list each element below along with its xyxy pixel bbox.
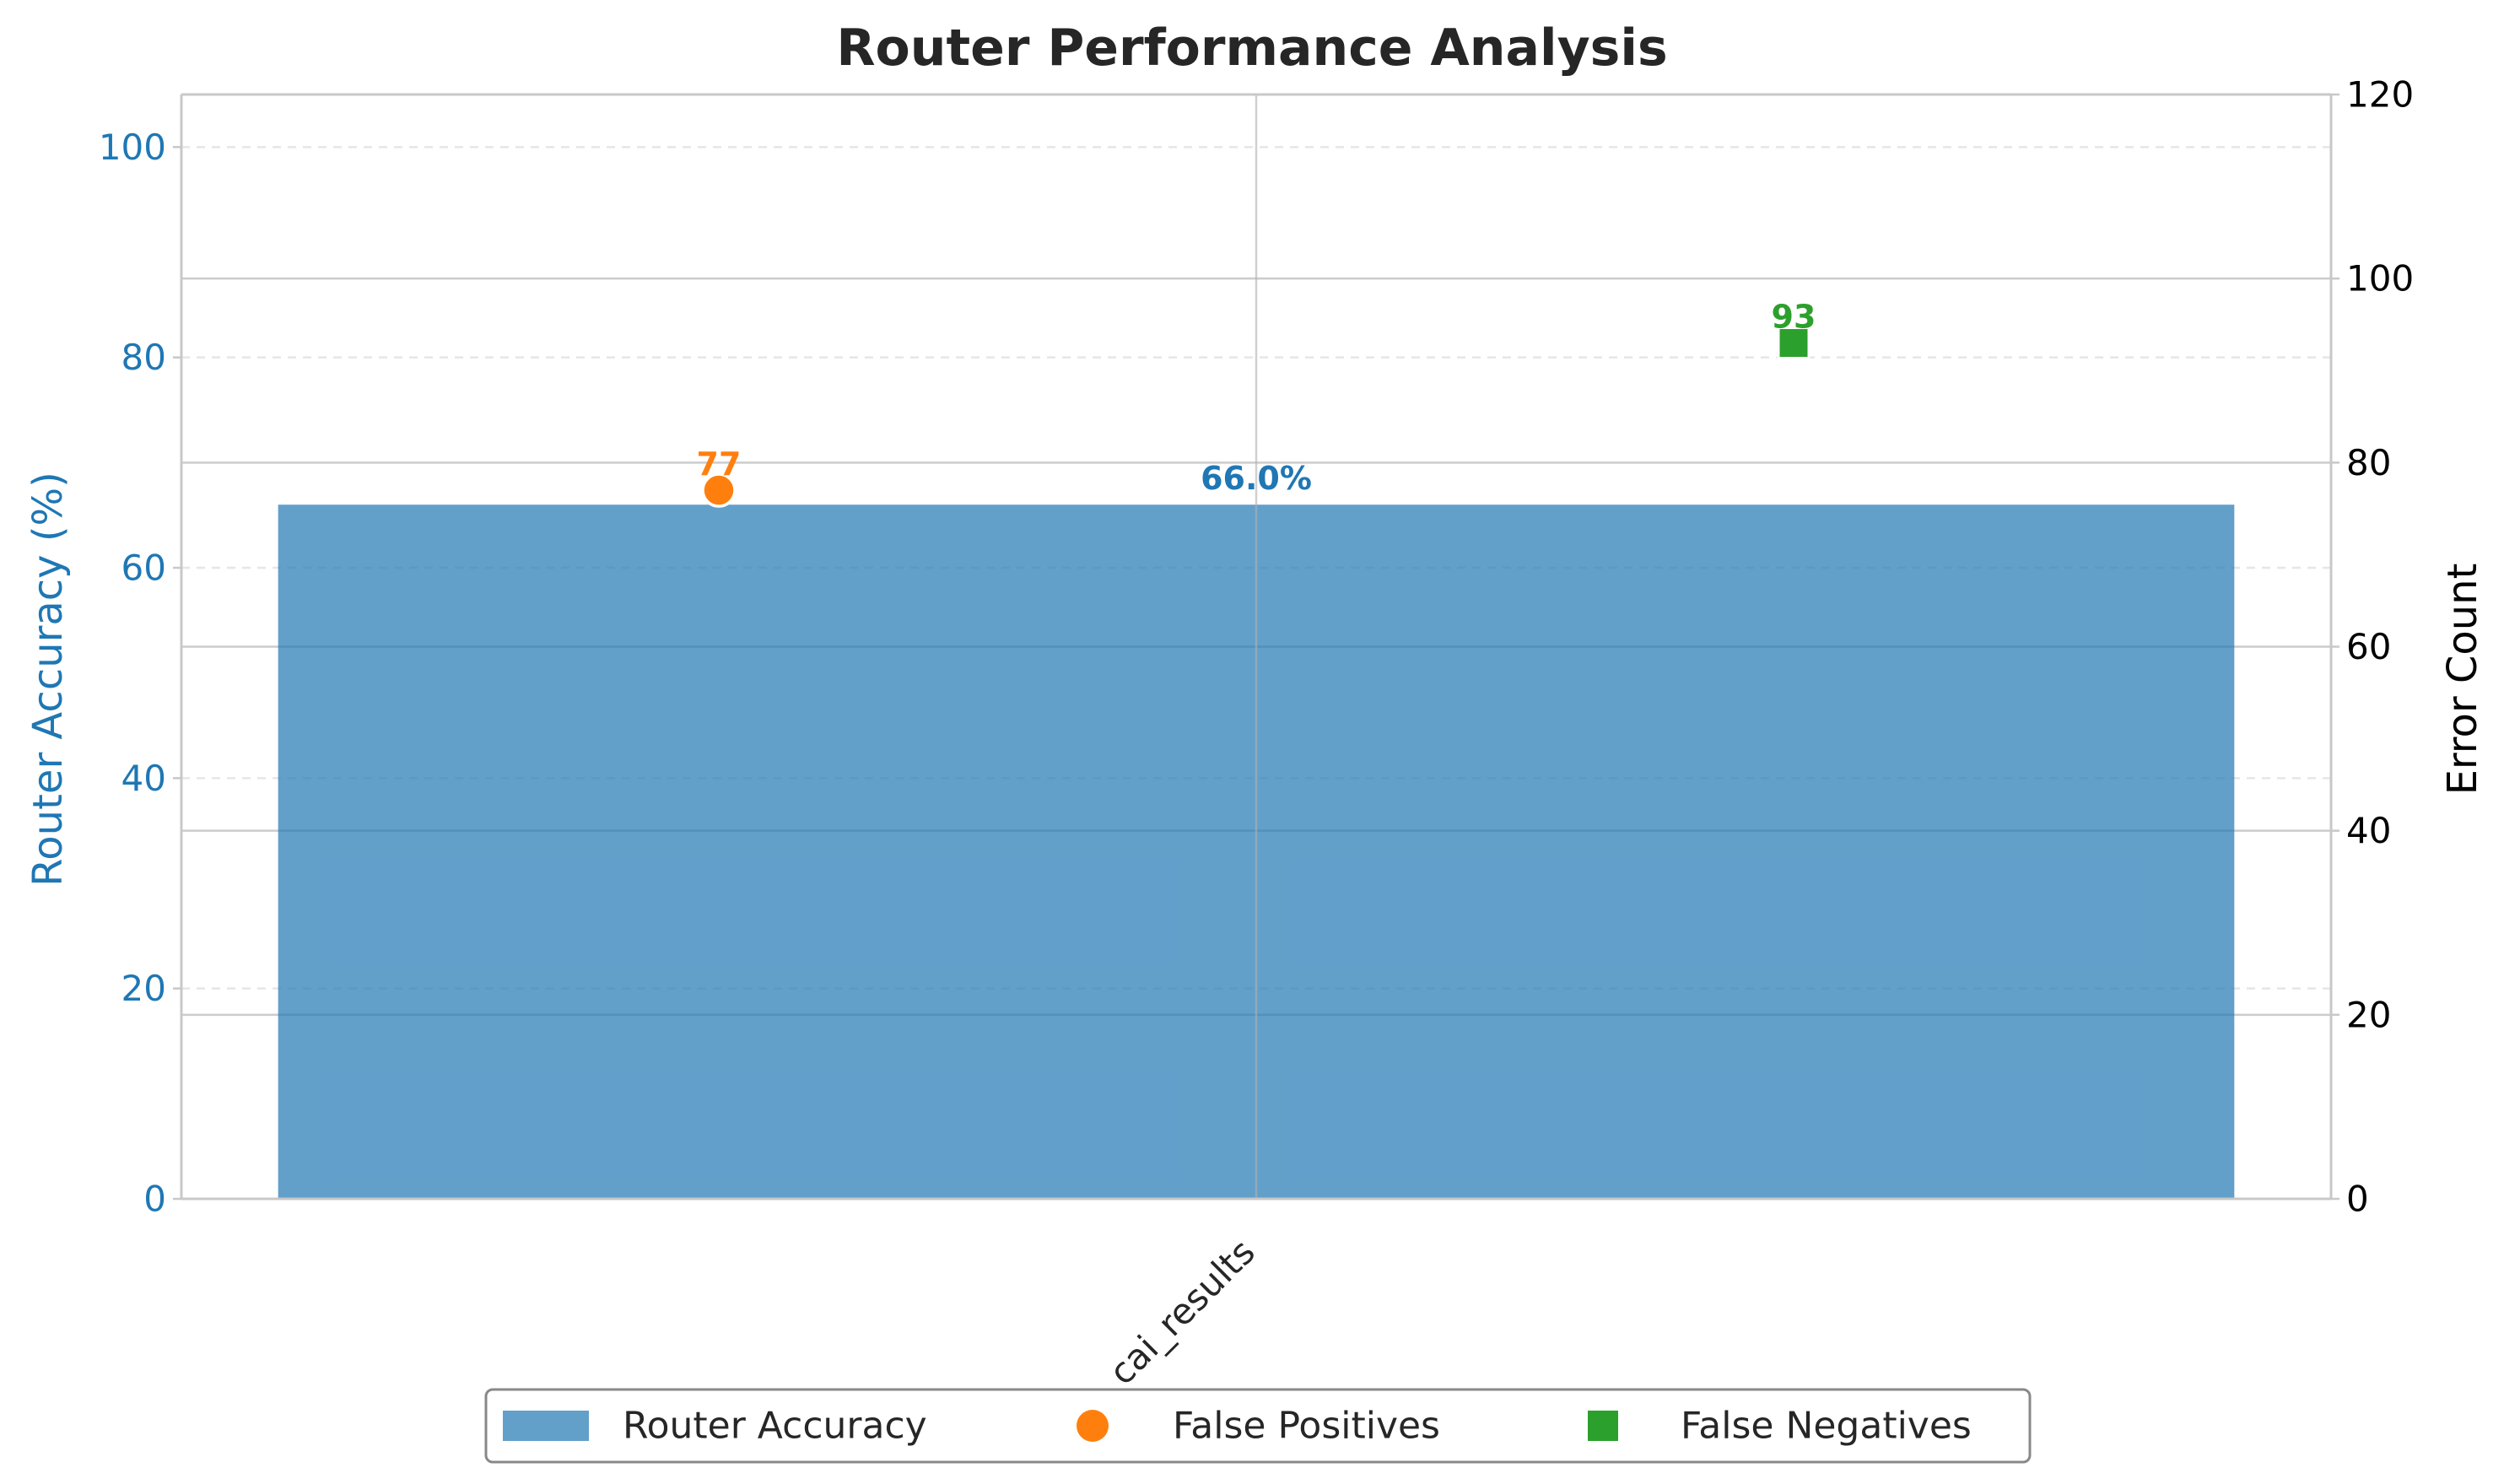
- left-tick-label-80: 80: [121, 337, 166, 378]
- legend-label-router-accuracy: Router Accuracy: [623, 1405, 927, 1448]
- left-tick-label-60: 60: [121, 548, 166, 589]
- marker-false-positives: [701, 472, 737, 508]
- right-tick-label-60: 60: [2346, 626, 2391, 667]
- right-tick-label-40: 40: [2346, 810, 2391, 851]
- legend-swatch-false-positives: [1077, 1410, 1109, 1442]
- y-axis-right-label: Error Count: [2439, 564, 2486, 796]
- right-tick-label-20: 20: [2346, 994, 2391, 1035]
- marker-false-negatives: [1777, 326, 1811, 360]
- legend: Router Accuracy False Positives False Nega…: [484, 1388, 2032, 1464]
- marker-value-label: 77: [697, 445, 742, 483]
- left-tick-label-0: 0: [143, 1179, 166, 1220]
- right-tick-label-0: 0: [2346, 1179, 2369, 1220]
- left-tick-label-40: 40: [121, 758, 166, 799]
- y-axis-left-label: Router Accuracy (%): [24, 472, 72, 887]
- marker-value-label: 93: [1772, 299, 1816, 336]
- bar-value-label: 66.0%: [1201, 460, 1312, 497]
- chart-title: Router Performance Analysis: [836, 19, 1667, 78]
- left-tick-labels: 0 20 40 60 80 100: [99, 127, 181, 1220]
- legend-swatch-false-negatives: [1588, 1411, 1618, 1441]
- legend-label-false-positives: False Positives: [1173, 1405, 1440, 1448]
- right-tick-label-80: 80: [2346, 442, 2391, 483]
- left-tick-label-100: 100: [99, 127, 166, 168]
- legend-label-false-negatives: False Negatives: [1681, 1405, 1972, 1448]
- right-tick-label-120: 120: [2346, 74, 2414, 116]
- legend-swatch-router-accuracy: [503, 1411, 589, 1441]
- right-tick-labels: 0 20 40 60 80 100 120: [2331, 74, 2414, 1220]
- scatter-markers: [701, 326, 1811, 508]
- left-tick-label-20: 20: [121, 968, 166, 1009]
- right-tick-label-100: 100: [2346, 258, 2414, 299]
- legend-box: [484, 1388, 2032, 1464]
- data-labels: 66.0% 77 93: [697, 299, 1816, 498]
